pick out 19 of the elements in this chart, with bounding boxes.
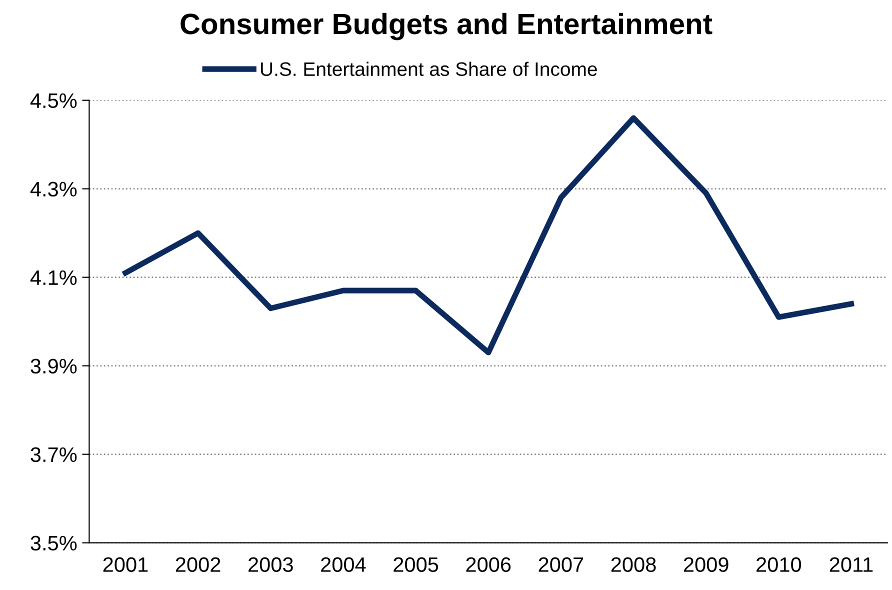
x-tick-label: 2003 [248,557,293,572]
x-tick-label: 2004 [321,557,366,572]
x-tick-label: 2008 [611,557,656,572]
y-tick-label: 4.1% [30,270,77,285]
y-tick-label: 3.9% [30,358,77,374]
chart-title: Consumer Budgets and Entertainment [180,12,712,40]
x-tick-label: 2001 [103,557,148,572]
y-tick-label: 4.5% [30,93,77,108]
x-tick-label: 2006 [466,557,511,572]
x-tick-label: 2002 [176,557,220,572]
y-tick-label: 4.3% [30,182,77,197]
x-tick-label: 2005 [394,557,438,572]
x-tick-label: 2011 [830,557,873,572]
x-tick-label: 2010 [756,557,802,572]
x-tick-label: 2007 [538,557,584,572]
y-tick-label: 3.5% [30,536,77,551]
legend-label: U.S. Entertainment as Share of Income [260,62,597,76]
y-tick-label: 3.7% [30,447,77,462]
x-tick-label: 2009 [684,557,728,572]
